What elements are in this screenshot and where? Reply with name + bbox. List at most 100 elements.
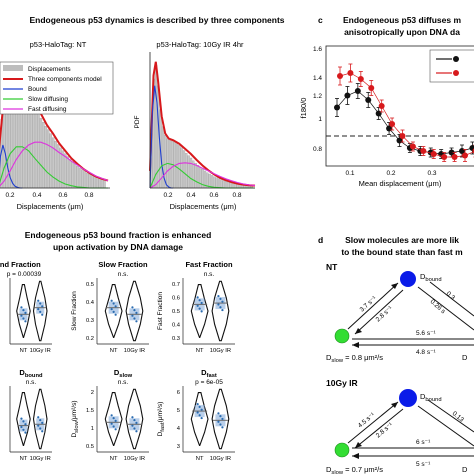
- violin-dot: [131, 424, 134, 427]
- histogram-bar: [210, 175, 214, 189]
- violin-ylabel: Slow Fraction: [71, 291, 78, 331]
- histogram-bar: [95, 177, 99, 189]
- violin-title: Fast Fraction: [185, 260, 233, 269]
- histogram-nt: p53-HaloTag: NT 0.2 0.4 0.6 0.8 Displace…: [0, 40, 110, 211]
- heading-b-line1: Endogeneous p53 bound fraction is enhanc…: [25, 230, 212, 240]
- data-point: [368, 85, 375, 91]
- histogram-bar: [86, 172, 89, 189]
- violin-ytick: 3: [177, 444, 180, 450]
- violin-dot: [221, 426, 224, 429]
- histogram-bar: [199, 167, 202, 189]
- kinetics-nt-label: NT: [326, 262, 338, 272]
- histogram-bar: [34, 110, 38, 189]
- histogram-bar: [42, 121, 45, 189]
- data-point: [399, 133, 406, 139]
- violin-dot: [217, 420, 220, 423]
- chart-c-ytick: 0.8: [313, 146, 322, 153]
- violin-ytick: 0.2: [86, 336, 94, 342]
- violin-ytick: 0.5: [172, 309, 180, 315]
- data-point: [448, 149, 455, 156]
- legend-label: Three components model: [28, 76, 102, 83]
- chart-c-ytick: 1: [318, 116, 322, 123]
- violin-dot: [198, 299, 201, 302]
- histogram-bar: [161, 126, 165, 189]
- slow-state-node: [334, 328, 350, 344]
- series-line-bound: [0, 144, 23, 189]
- violin-dot: [198, 405, 201, 408]
- group-label: 10Gy IR: [210, 348, 231, 354]
- p-value: n.s.: [204, 271, 215, 278]
- violin: [190, 392, 209, 446]
- violin-dot: [200, 408, 203, 411]
- violin: [32, 280, 48, 342]
- violin-dot: [24, 431, 27, 434]
- violin-dot: [110, 422, 113, 425]
- violin-ytick: 0.4: [172, 323, 181, 329]
- histogram-bar: [64, 153, 67, 189]
- violin-title: Dbound: [19, 368, 43, 379]
- violin-dot: [110, 414, 113, 417]
- series-line: [339, 72, 474, 158]
- histogram-bar: [91, 175, 94, 189]
- violin: [190, 284, 209, 338]
- violin-dot: [133, 427, 136, 430]
- violin-dot: [114, 419, 117, 422]
- heading-c-line2: anisotropically upon DNA da: [344, 27, 460, 37]
- heading-b-line2: upon activation by DNA damage: [53, 242, 183, 252]
- violin-ytick: 0.4: [86, 300, 95, 306]
- violin-dot: [39, 427, 42, 430]
- histogram-bar: [73, 163, 77, 189]
- heading-a: Endogeneous p53 dynamics is described by…: [29, 15, 284, 25]
- violin-ytick: 0.6: [172, 296, 180, 302]
- histogram-bar: [224, 181, 228, 189]
- chart-c-xlabel: Mean displacement (μm): [359, 179, 442, 188]
- rate-fast-to-slow: 4.8 s⁻¹: [416, 349, 437, 356]
- histogram-bar: [178, 145, 181, 189]
- legend-label: Displacements: [28, 66, 71, 73]
- chart-c-legend: [429, 49, 474, 83]
- violin-dot: [20, 425, 23, 429]
- data-point: [337, 73, 343, 79]
- violin-dot: [24, 311, 27, 314]
- violin-dot: [24, 320, 27, 323]
- group-label: NT: [110, 456, 118, 462]
- chart-c-ylabel: f180/0: [299, 98, 308, 119]
- violin-dot: [198, 414, 201, 417]
- violin-ytick: 4: [177, 426, 181, 432]
- data-point: [409, 143, 416, 150]
- histogram-bar: [182, 150, 186, 189]
- data-point: [462, 152, 468, 159]
- group-label: 10Gy IR: [210, 456, 231, 462]
- violin-dot: [135, 311, 138, 314]
- violin-dot: [196, 402, 199, 406]
- data-point: [334, 104, 340, 111]
- violin: [125, 280, 144, 342]
- violin-dot: [219, 306, 222, 309]
- chart-c-xtick: 0.3: [427, 170, 436, 177]
- group-label: NT: [20, 456, 28, 462]
- group-label: 10Gy IR: [124, 348, 145, 354]
- histogram-bar: [103, 179, 106, 189]
- violin-dot: [219, 297, 222, 300]
- p-value: p = 0.00039: [7, 271, 42, 278]
- violin-dot: [41, 430, 44, 433]
- histogram-bar: [93, 176, 96, 189]
- kinetics-ir: 10Gy IR Dbound Dslow = 0.7 μm²/s D 4.5 s…: [326, 378, 474, 474]
- violin-ytick: 0.5: [86, 282, 94, 288]
- violin: [104, 392, 123, 446]
- series-line-fast-diffusing: [0, 141, 109, 187]
- violin-dot: [114, 305, 117, 308]
- violin-dot: [22, 420, 25, 423]
- violin-dot: [221, 308, 224, 312]
- violin-dot: [131, 306, 134, 309]
- rate-bound-to-fast: 0.26 s: [429, 298, 447, 316]
- violin-title: Dfast: [201, 368, 217, 379]
- d-fast-label: D: [462, 353, 468, 362]
- violin-ytick: 1: [91, 426, 94, 432]
- data-point: [354, 88, 361, 94]
- chart-c-ytick: 1.6: [313, 46, 322, 53]
- group-label: NT: [110, 348, 118, 354]
- histogram-bar: [154, 65, 158, 189]
- panel-label-d: d: [318, 235, 323, 245]
- violin-dot: [22, 309, 25, 312]
